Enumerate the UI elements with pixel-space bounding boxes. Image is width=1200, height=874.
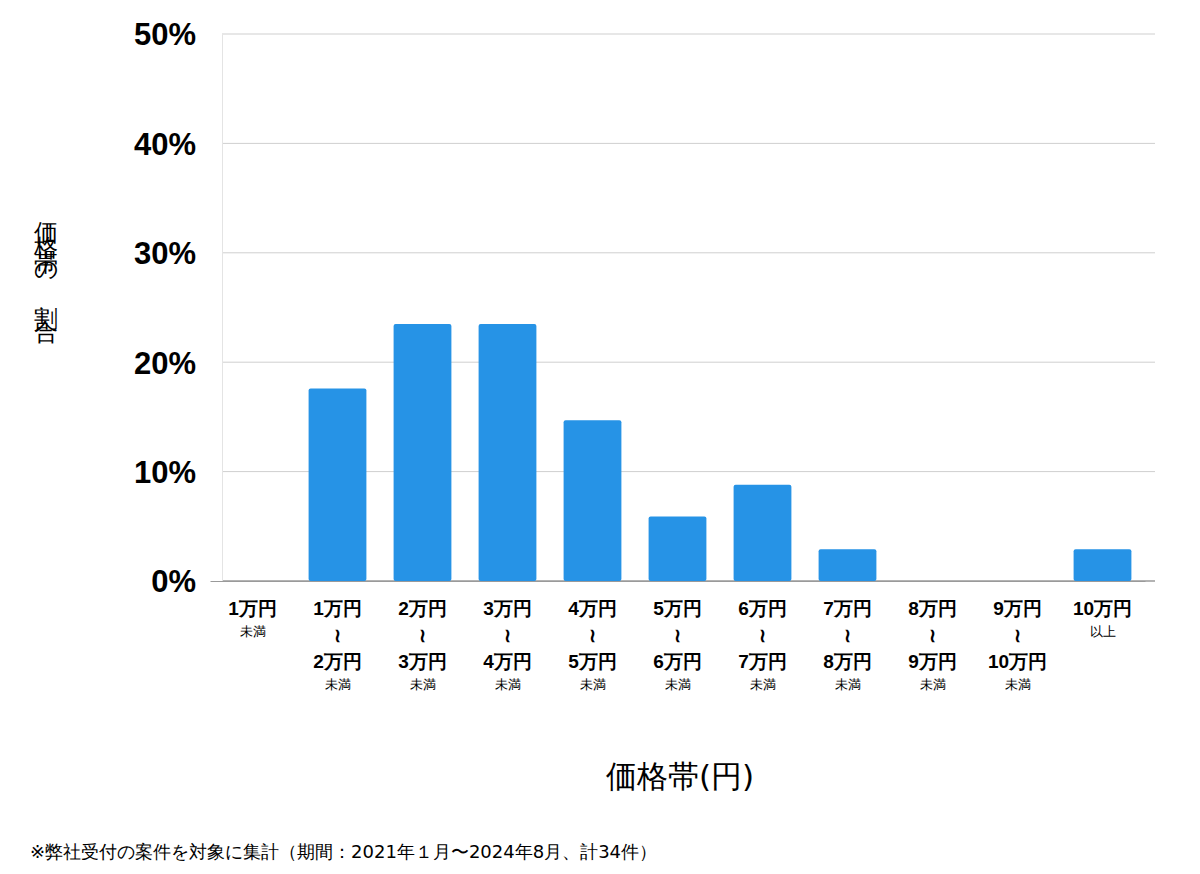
bar: [989, 581, 1047, 582]
x-tick-label: 5万円≀6万円未満: [653, 598, 702, 692]
y-tick: 10%: [134, 455, 222, 490]
x-tick-label: 7万円≀8万円未満: [823, 598, 872, 692]
bar: [1074, 549, 1132, 581]
x-tick: 3万円≀4万円未満: [483, 581, 532, 692]
x-tick-label: 1万円≀2万円未満: [313, 598, 362, 692]
grid-line: [222, 34, 1155, 35]
grid-line: [222, 143, 1155, 144]
x-tick: 6万円≀7万円未満: [738, 581, 787, 692]
y-tick-label: 20%: [134, 346, 196, 381]
x-tick-label: 3万円≀4万円未満: [483, 598, 532, 692]
bar: [479, 324, 537, 581]
x-tick-label: 8万円≀9万円未満: [908, 598, 957, 692]
x-tick-label: 2万円≀3万円未満: [398, 598, 447, 692]
x-tick-label: 1万円未満: [228, 598, 277, 639]
grid-line: [222, 362, 1155, 363]
bar: [904, 581, 962, 582]
y-tick-label: 30%: [134, 236, 196, 271]
x-axis-line: [211, 581, 1146, 582]
y-tick: 20%: [134, 346, 222, 381]
y-tick-label: 40%: [134, 127, 196, 162]
x-tick: 2万円≀3万円未満: [398, 581, 447, 692]
x-tick: 8万円≀9万円未満: [908, 581, 957, 692]
y-tick-label: 0%: [151, 564, 196, 599]
bar: [649, 516, 707, 581]
x-tick: 10万円以上: [1073, 581, 1132, 639]
y-tick-label: 10%: [134, 455, 196, 490]
y-axis: 0% 10% 20% 30% 40% 50%: [134, 17, 223, 599]
x-tick-label: 9万円≀10万円未満: [988, 598, 1047, 692]
x-tick: 1万円≀2万円未満: [313, 581, 362, 692]
x-tick: 5万円≀6万円未満: [653, 581, 702, 692]
bar: [224, 581, 282, 582]
x-tick: 7万円≀8万円未満: [823, 581, 872, 692]
bar: [394, 324, 452, 581]
grid-line: [222, 252, 1155, 253]
bars: [309, 324, 1132, 581]
bar: [734, 485, 792, 581]
x-axis: 1万円未満 1万円≀2万円未満 2万円≀3万円未満 3万円≀4万円未満 4万円≀5万円未…: [211, 581, 1146, 692]
grid: [222, 34, 1155, 581]
x-tick-label: 6万円≀7万円未満: [738, 598, 787, 692]
bar: [564, 420, 622, 581]
bar: [309, 388, 367, 581]
x-tick: 1万円未満: [228, 581, 277, 639]
y-axis-title: 価格帯の割合: [32, 203, 60, 344]
x-axis-title: 価格帯(円): [606, 758, 754, 794]
y-tick: 50%: [134, 17, 222, 52]
bar: [819, 549, 877, 581]
y-tick-label: 50%: [134, 17, 196, 52]
y-tick: 30%: [134, 236, 222, 271]
x-tick-label: 4万円≀5万円未満: [568, 598, 617, 692]
y-axis-line: [222, 35, 223, 582]
x-tick: 9万円≀10万円未満: [988, 581, 1047, 692]
x-tick: 4万円≀5万円未満: [568, 581, 617, 692]
caption: ※弊社受付の案件を対象に集計（期間：2021年１月〜2024年8月、計34件）: [30, 841, 657, 862]
x-tick-label: 10万円以上: [1073, 598, 1132, 639]
y-tick: 40%: [134, 127, 222, 162]
